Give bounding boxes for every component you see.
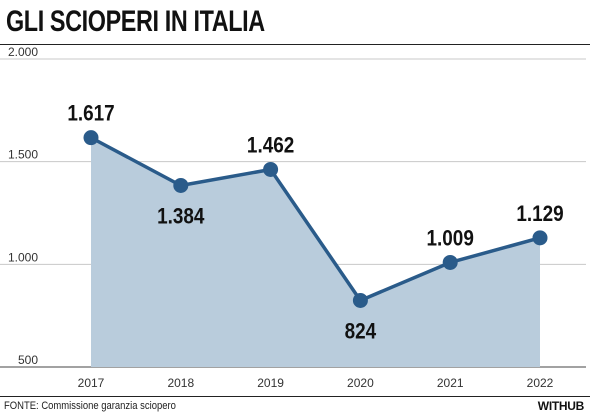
y-tick-label: 1.000 bbox=[8, 250, 38, 264]
y-axis-ticks: 500 1.000 1.500 2.000 bbox=[8, 45, 38, 367]
data-label: 1.462 bbox=[247, 133, 294, 158]
area-fill bbox=[91, 137, 540, 367]
y-tick-label: 500 bbox=[18, 353, 38, 367]
chart-title: GLI SCIOPERI IN ITALIA bbox=[6, 5, 265, 38]
series-line-layer bbox=[89, 135, 542, 303]
x-tick-label: 2019 bbox=[257, 376, 284, 390]
y-tick-label: 1.500 bbox=[8, 148, 38, 162]
data-point bbox=[442, 254, 458, 270]
x-tick-label: 2021 bbox=[437, 376, 464, 390]
data-label: 1.384 bbox=[157, 204, 205, 229]
series-line bbox=[89, 135, 542, 303]
data-point bbox=[532, 230, 548, 246]
data-point bbox=[83, 130, 99, 146]
data-label: 1.009 bbox=[427, 226, 474, 251]
area-fill-layer bbox=[91, 137, 540, 367]
x-tick-label: 2018 bbox=[167, 376, 194, 390]
data-label: 824 bbox=[345, 319, 377, 344]
y-tick-label: 2.000 bbox=[8, 45, 38, 59]
x-axis-ticks: 2017 2018 2019 2020 2021 2022 bbox=[78, 376, 554, 390]
x-tick-label: 2020 bbox=[347, 376, 374, 390]
brand-logo: WITHUB bbox=[537, 399, 585, 413]
x-tick-label: 2017 bbox=[78, 376, 105, 390]
source-note: FONTE: Commissione garanzia sciopero bbox=[4, 400, 176, 412]
data-point bbox=[263, 161, 279, 177]
data-point bbox=[173, 177, 189, 193]
x-tick-label: 2022 bbox=[527, 376, 554, 390]
data-label: 1.129 bbox=[516, 202, 563, 227]
data-point bbox=[352, 292, 368, 308]
data-points bbox=[83, 130, 548, 308]
data-labels: 1.617 1.384 1.462 824 1.009 1.129 bbox=[67, 101, 563, 343]
data-label: 1.617 bbox=[67, 101, 114, 126]
footer-divider bbox=[0, 396, 590, 397]
title-divider bbox=[0, 44, 590, 45]
